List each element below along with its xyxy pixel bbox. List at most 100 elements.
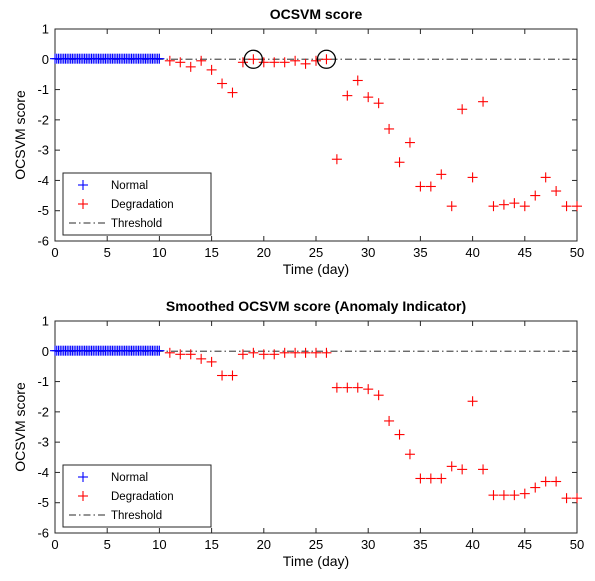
degradation-point: [352, 382, 363, 393]
x-tick-label: 25: [309, 537, 323, 552]
x-tick-label: 45: [518, 245, 532, 260]
y-tick-label: -5: [37, 495, 49, 510]
legend-label: Normal: [111, 180, 148, 192]
degradation-point: [415, 473, 426, 484]
degradation-point: [561, 493, 572, 504]
degradation-point: [227, 87, 238, 98]
degradation-point: [425, 181, 436, 192]
x-tick-label: 45: [518, 537, 532, 552]
x-tick-label: 20: [257, 245, 271, 260]
degradation-point: [373, 390, 384, 401]
chart-title: Smoothed OCSVM score (Anomaly Indicator): [166, 298, 466, 314]
degradation-point: [279, 347, 290, 358]
degradation-point: [467, 172, 478, 183]
degradation-point: [363, 92, 374, 103]
degradation-point: [269, 57, 280, 68]
degradation-point: [321, 54, 332, 65]
legend: Normal Degradation Threshold: [62, 464, 212, 528]
chart-title: OCSVM score: [270, 6, 363, 22]
degradation-point: [352, 75, 363, 86]
degradation-point: [467, 396, 478, 407]
degradation-point: [331, 382, 342, 393]
degradation-point: [446, 201, 457, 212]
highlight-circle: [316, 49, 337, 69]
y-tick-label: -1: [37, 374, 49, 389]
degradation-point: [342, 90, 353, 101]
degradation-point: [217, 78, 228, 89]
degradation-point: [498, 199, 509, 210]
legend: Normal Degradation Threshold: [62, 172, 212, 236]
degradation-point: [572, 493, 582, 504]
degradation-point: [572, 201, 582, 212]
highlight-circle: [243, 49, 264, 69]
y-tick-label: -6: [37, 526, 49, 541]
y-tick-label: -4: [37, 465, 49, 480]
legend-label: Degradation: [111, 491, 174, 503]
y-tick-label: -6: [37, 234, 49, 249]
y-tick-label: 0: [42, 52, 49, 67]
x-tick-label: 0: [51, 537, 58, 552]
degradation-point: [290, 55, 301, 66]
degradation-point: [488, 201, 499, 212]
legend-swatch-normal: [78, 472, 88, 482]
degradation-point: [394, 157, 405, 168]
degradation-point: [373, 98, 384, 109]
degradation-point: [321, 347, 332, 358]
degradation-point: [206, 64, 217, 75]
degradation-point: [457, 104, 468, 115]
y-axis-label: OCSVM score: [12, 382, 28, 472]
degradation-point: [530, 482, 541, 493]
degradation-point: [237, 57, 248, 68]
x-tick-label: 50: [570, 245, 584, 260]
degradation-point: [237, 349, 248, 360]
degradation-point: [258, 349, 269, 360]
degradation-point: [363, 384, 374, 395]
degradation-point: [384, 415, 395, 426]
degradation-point: [561, 201, 572, 212]
degradation-point: [185, 61, 196, 72]
degradation-point: [248, 347, 259, 358]
degradation-point: [509, 490, 520, 501]
degradation-point: [436, 169, 447, 180]
x-tick-label: 15: [204, 537, 218, 552]
degradation-point: [164, 347, 175, 358]
y-axis-label: OCSVM score: [12, 90, 28, 180]
y-tick-label: -3: [37, 435, 49, 450]
degradation-point: [540, 172, 551, 183]
y-tick-label: 0: [42, 344, 49, 359]
normal-point: [154, 53, 165, 64]
degradation-point: [290, 347, 301, 358]
degradation-point: [551, 186, 562, 197]
x-tick-label: 15: [204, 245, 218, 260]
legend-swatch-degradation: [78, 491, 88, 501]
x-tick-label: 5: [104, 537, 111, 552]
x-tick-label: 25: [309, 245, 323, 260]
degradation-point: [488, 490, 499, 501]
degradation-point: [164, 55, 175, 66]
legend-label: Degradation: [111, 199, 174, 211]
x-tick-label: 20: [257, 537, 271, 552]
y-tick-label: 1: [42, 314, 49, 329]
degradation-point: [227, 370, 238, 381]
degradation-point: [196, 353, 207, 364]
degradation-point: [436, 473, 447, 484]
y-tick-label: -4: [37, 173, 49, 188]
legend-label: Threshold: [111, 218, 162, 230]
x-tick-label: 30: [361, 245, 375, 260]
degradation-point: [519, 201, 530, 212]
legend-swatch-degradation: [78, 199, 88, 209]
y-tick-label: -2: [37, 404, 49, 419]
degradation-point: [206, 356, 217, 367]
degradation-point: [300, 347, 311, 358]
degradation-point: [425, 473, 436, 484]
x-tick-label: 10: [152, 245, 166, 260]
degradation-point: [248, 54, 259, 65]
x-tick-label: 0: [51, 245, 58, 260]
degradation-point: [175, 349, 186, 360]
y-tick-label: -5: [37, 203, 49, 218]
degradation-point: [175, 57, 186, 68]
degradation-point: [530, 190, 541, 201]
x-axis-label: Time (day): [283, 261, 349, 277]
